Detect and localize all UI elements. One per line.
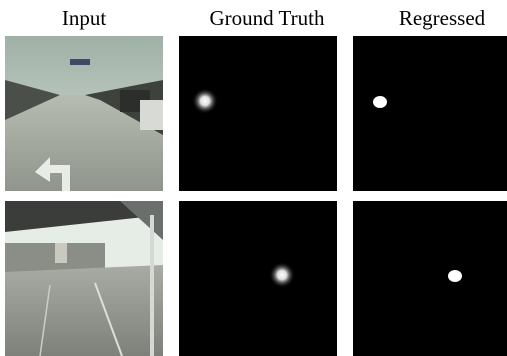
regressed-blob (448, 270, 462, 282)
column-header: Ground Truth (210, 6, 325, 30)
input-image (5, 201, 163, 356)
regressed-map (353, 201, 507, 356)
ground-truth-blob (269, 262, 295, 288)
column-header: Regressed (399, 6, 486, 30)
input-image (5, 36, 163, 191)
ground-truth-blob (192, 88, 218, 114)
regressed-blob (373, 96, 387, 108)
regressed-map (353, 36, 507, 191)
column-header: Input (62, 6, 106, 30)
ground-truth-map (179, 201, 337, 356)
